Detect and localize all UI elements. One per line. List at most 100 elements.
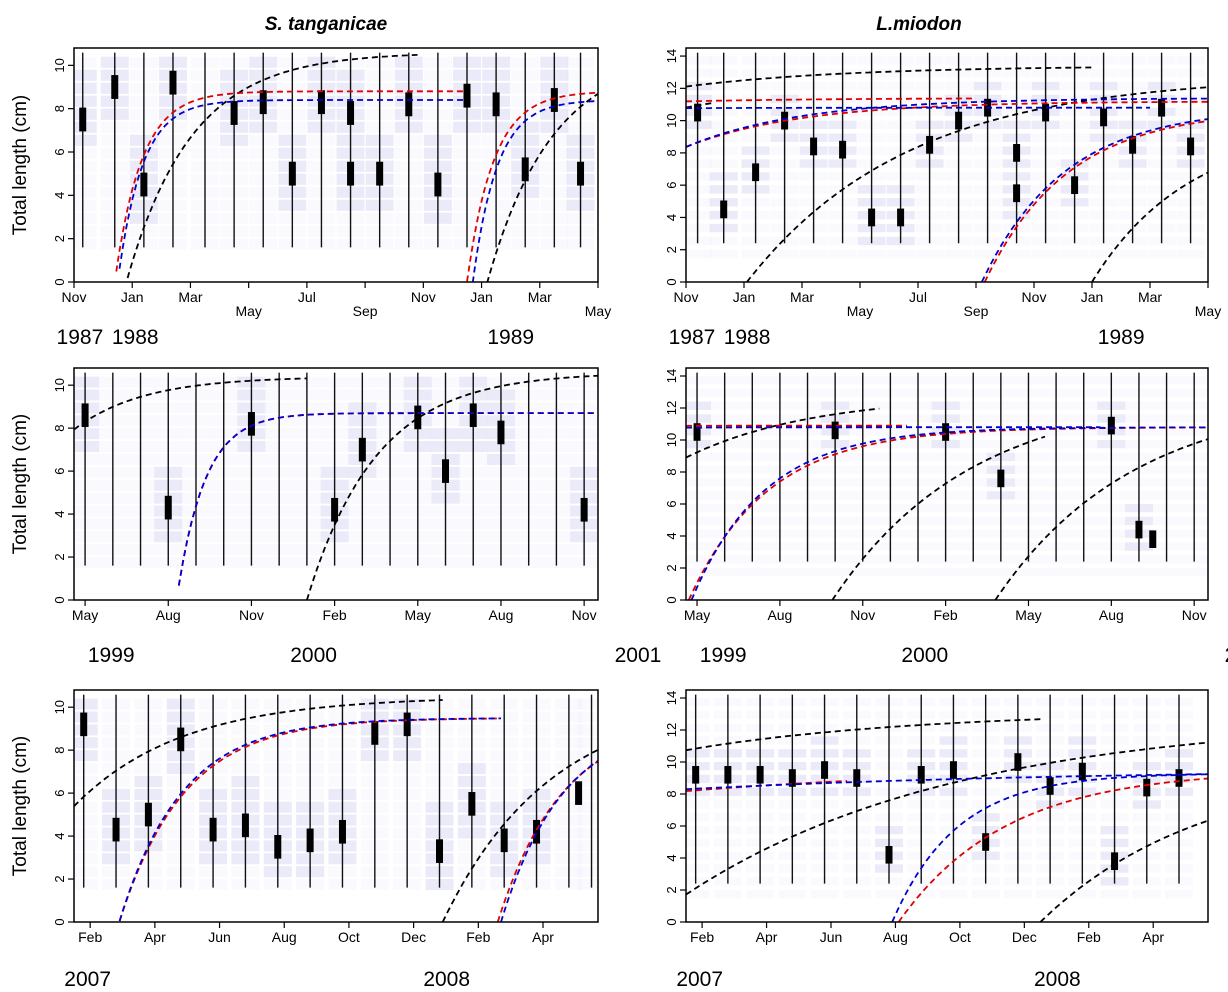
modal-bar	[788, 769, 796, 787]
histogram-cell	[686, 838, 710, 848]
y-tick-label: 8	[52, 425, 67, 432]
x-tick-label: Nov	[1022, 289, 1047, 305]
histogram-cell	[799, 249, 828, 259]
modal-bar	[1046, 777, 1054, 795]
modal-bar	[79, 107, 87, 132]
x-tick-label: Feb	[466, 929, 490, 945]
y-axis-title: Total length (cm)	[10, 414, 31, 554]
x-tick-label: Aug	[1099, 607, 1124, 623]
x-tick-label: May	[847, 303, 873, 319]
modal-bar	[720, 200, 728, 219]
histogram-cell	[74, 479, 100, 491]
histogram-cell	[915, 249, 944, 259]
x-tick-label: Jun	[208, 929, 231, 945]
year-label: 1988	[112, 326, 159, 349]
modal-bar	[347, 101, 355, 125]
growth-curve-blue	[690, 426, 1208, 600]
year-label: 1989	[1098, 326, 1145, 349]
modal-bar	[414, 405, 422, 430]
growth-curve-red	[686, 97, 976, 103]
year-label: 2007	[676, 968, 723, 991]
histogram-cell	[686, 159, 712, 168]
histogram-cell	[904, 568, 932, 577]
chart-panel-lm-row2: 0 2 4 6 8 10 12 14 May Aug Nov Feb May Aug Nov 1999 2000…	[664, 367, 1228, 667]
x-tick-label: Mar	[1138, 289, 1162, 305]
y-tick-label: 6	[52, 148, 67, 155]
growth-curve-red	[115, 90, 465, 272]
modal-bar	[521, 157, 529, 182]
modal-bar	[500, 828, 508, 853]
histogram-cell	[74, 95, 97, 107]
modal-bar	[942, 423, 950, 441]
histogram-cell	[577, 866, 598, 878]
x-tick-label: Aug	[272, 929, 297, 945]
x-tick-label: Aug	[489, 607, 514, 623]
histogram-cell	[577, 827, 598, 839]
histogram-cell	[741, 249, 770, 259]
y-tick-label: 12	[664, 723, 679, 737]
modal-bar	[405, 92, 413, 117]
x-tick-label: May	[405, 607, 431, 623]
year-label: 2001	[1225, 644, 1228, 667]
y-tick-label: 2	[52, 553, 67, 560]
x-tick-label: Jan	[470, 289, 493, 305]
x-tick-label: Feb	[78, 929, 102, 945]
growth-curve-red	[466, 91, 598, 282]
modal-bar	[868, 208, 876, 227]
histogram-cell	[74, 69, 97, 81]
x-tick-label: Jan	[733, 289, 756, 305]
modal-bar	[1129, 135, 1137, 154]
modal-bar	[1135, 520, 1143, 539]
histogram-cell	[686, 529, 712, 538]
x-tick-label: Nov	[674, 289, 699, 305]
modal-bar	[917, 766, 925, 784]
histogram-cell	[686, 555, 712, 564]
year-label: 2008	[423, 968, 470, 991]
histogram-cell	[74, 56, 97, 68]
x-tick-label: May	[1015, 607, 1041, 623]
y-tick-label: 4	[52, 192, 67, 199]
histogram-cell	[74, 814, 98, 826]
y-tick-label: 2	[52, 875, 67, 882]
y-tick-label: 0	[664, 596, 679, 603]
growth-curve-blue	[118, 717, 501, 922]
chart-panel-lm-row3: 0 2 4 6 8 10 12 14 Feb Apr Jun Aug Oct Dec Feb Apr 2007 2…	[664, 689, 1209, 991]
histogram-cell	[1002, 249, 1031, 259]
histogram-cell	[1118, 249, 1147, 259]
modal-bar	[1014, 753, 1022, 771]
histogram-cell	[686, 198, 712, 207]
y-tick-label: 10	[664, 433, 679, 447]
x-tick-label: Apr	[756, 929, 778, 945]
modal-bar	[288, 161, 296, 186]
modal-bar	[756, 766, 764, 784]
histogram-cell	[686, 851, 710, 860]
modal-bar	[306, 828, 314, 853]
modal-bar	[1042, 103, 1050, 122]
histogram-cell	[74, 186, 97, 198]
histogram-cell	[74, 134, 97, 146]
histogram-cell	[886, 249, 915, 259]
histogram-cell	[686, 877, 710, 886]
histogram-cell	[577, 775, 598, 787]
histogram-cell	[710, 568, 739, 577]
x-tick-label: May	[1195, 303, 1221, 319]
modal-bar	[550, 88, 558, 112]
y-tick-label: 10	[52, 58, 67, 72]
histogram-cell	[686, 172, 712, 181]
x-tick-label: Nov	[239, 607, 264, 623]
column-title-right: L.miodon	[876, 14, 961, 35]
growth-curve-black	[746, 86, 1208, 282]
y-tick-label: 8	[664, 468, 679, 475]
histogram-cell	[74, 750, 98, 762]
year-label: 1989	[487, 326, 534, 349]
y-tick-label: 6	[664, 822, 679, 829]
x-tick-label: May	[585, 303, 611, 319]
histogram-cell	[686, 185, 712, 194]
plot-area	[74, 52, 598, 282]
chart-panel-st-row3: 0 2 4 6 8 10 Total length (cm) Feb Apr Jun Aug Oct D…	[10, 689, 599, 991]
histogram-cell	[686, 710, 710, 720]
modal-bar	[853, 769, 861, 787]
histogram-cell	[686, 56, 712, 65]
histogram-cell	[577, 840, 598, 852]
